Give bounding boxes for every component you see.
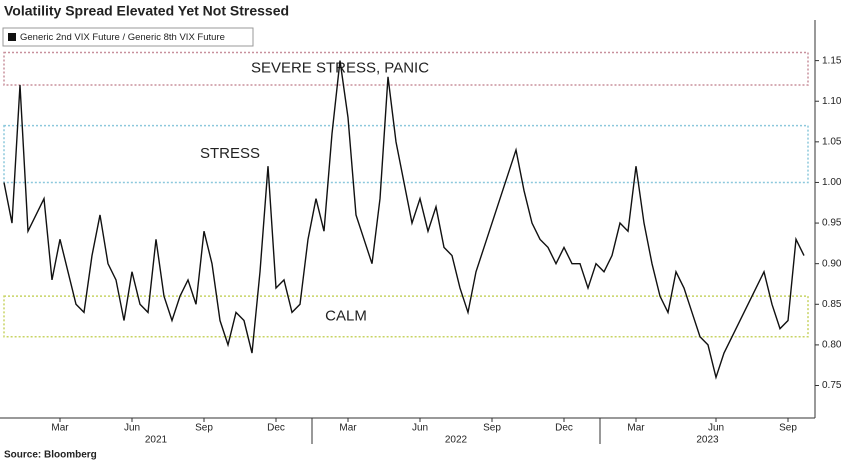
chart-title: Volatility Spread Elevated Yet Not Stres… <box>4 3 289 19</box>
year-label: 2023 <box>696 435 719 446</box>
x-tick-label: Jun <box>708 423 724 434</box>
zone-label: SEVERE STRESS, PANIC <box>251 60 429 77</box>
x-tick-label: Sep <box>483 423 501 434</box>
y-tick-label: 0.80 <box>822 340 842 351</box>
x-tick-label: Dec <box>555 423 573 434</box>
x-tick-label: Mar <box>627 423 645 434</box>
y-tick-label: 1.00 <box>822 177 842 188</box>
series-line <box>3 60 805 380</box>
y-tick-label: 0.75 <box>822 380 842 391</box>
zone-label: CALM <box>325 307 367 324</box>
zone <box>3 51 809 86</box>
legend-box <box>2 27 254 47</box>
year-label: 2022 <box>445 435 468 446</box>
y-tick-label: 1.05 <box>822 136 842 147</box>
y-tick-label: 1.10 <box>822 96 842 107</box>
x-tick-label: Mar <box>339 423 357 434</box>
zone <box>3 295 809 338</box>
zone-label: STRESS <box>200 145 260 162</box>
y-tick-label: 0.95 <box>822 218 842 229</box>
x-tick-label: Sep <box>195 423 213 434</box>
legend-label: Generic 2nd VIX Future / Generic 8th VIX… <box>20 32 225 43</box>
x-tick-label: Dec <box>267 423 285 434</box>
x-tick-label: Sep <box>779 423 797 434</box>
legend-swatch <box>8 33 16 41</box>
x-tick-label: Jun <box>124 423 140 434</box>
x-tick-label: Jun <box>412 423 428 434</box>
source: Source: Bloomberg <box>4 450 97 461</box>
y-tick-label: 0.90 <box>822 258 842 269</box>
x-tick-label: Mar <box>51 423 69 434</box>
y-tick-label: 1.15 <box>822 55 842 66</box>
year-label: 2021 <box>145 435 168 446</box>
zone <box>3 124 809 184</box>
y-tick-label: 0.85 <box>822 299 842 310</box>
